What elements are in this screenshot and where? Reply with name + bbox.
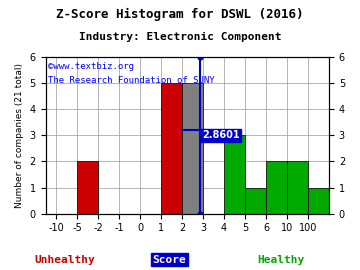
Text: The Research Foundation of SUNY: The Research Foundation of SUNY xyxy=(48,76,215,85)
Text: Healthy: Healthy xyxy=(257,255,305,265)
Text: ©www.textbiz.org: ©www.textbiz.org xyxy=(48,62,134,70)
Text: Industry: Electronic Component: Industry: Electronic Component xyxy=(79,32,281,42)
Text: Z-Score Histogram for DSWL (2016): Z-Score Histogram for DSWL (2016) xyxy=(56,8,304,21)
Bar xyxy=(224,135,245,214)
Bar xyxy=(266,161,287,214)
Bar xyxy=(287,161,308,214)
Bar xyxy=(161,83,182,214)
Bar xyxy=(77,161,98,214)
Text: 2.8601: 2.8601 xyxy=(202,130,240,140)
Text: Score: Score xyxy=(152,255,186,265)
Bar xyxy=(182,83,203,214)
Y-axis label: Number of companies (21 total): Number of companies (21 total) xyxy=(15,63,24,208)
Bar xyxy=(245,188,266,214)
Bar xyxy=(308,188,329,214)
Text: Unhealthy: Unhealthy xyxy=(35,255,95,265)
